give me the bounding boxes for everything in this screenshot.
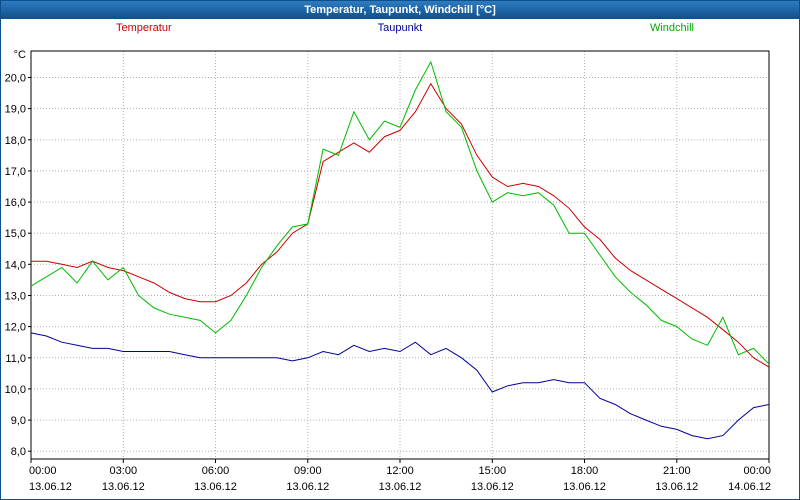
- svg-text:18:00: 18:00: [571, 465, 599, 477]
- svg-text:15,0: 15,0: [5, 228, 26, 240]
- svg-text:13.06.12: 13.06.12: [29, 481, 72, 493]
- chart-title-bar: Temperatur, Taupunkt, Windchill [°C]: [1, 1, 799, 19]
- legend-temperatur-label: Temperatur: [116, 22, 172, 34]
- svg-text:21:00: 21:00: [663, 465, 691, 477]
- svg-text:03:00: 03:00: [110, 465, 138, 477]
- svg-text:12,0: 12,0: [5, 322, 26, 334]
- svg-text:13.06.12: 13.06.12: [471, 481, 514, 493]
- svg-text:13.06.12: 13.06.12: [563, 481, 606, 493]
- svg-text:14,0: 14,0: [5, 259, 26, 271]
- svg-text:11,0: 11,0: [5, 353, 26, 365]
- svg-text:19,0: 19,0: [5, 104, 26, 116]
- legend-taupunkt-label: Taupunkt: [377, 22, 423, 34]
- legend-windchill-label: Windchill: [649, 22, 694, 34]
- svg-text:12:00: 12:00: [386, 465, 414, 477]
- svg-text:20,0: 20,0: [5, 73, 26, 85]
- chart-plot: 8,0 9,0 10,0 11,0 12,0 13,0 14,0 15,0 16,0 17,0 18…: [5, 49, 771, 493]
- svg-text:10,0: 10,0: [5, 384, 26, 396]
- svg-text:15:00: 15:00: [479, 465, 507, 477]
- svg-text:13.06.12: 13.06.12: [655, 481, 698, 493]
- svg-text:17,0: 17,0: [5, 166, 26, 178]
- svg-text:°C: °C: [14, 49, 26, 61]
- svg-text:18,0: 18,0: [5, 135, 26, 147]
- chart-legend: Temperatur Taupunkt Windchill: [1, 19, 799, 39]
- svg-text:14.06.12: 14.06.12: [728, 481, 771, 493]
- svg-text:9,0: 9,0: [11, 415, 26, 427]
- svg-text:00:00: 00:00: [29, 465, 57, 477]
- svg-text:13.06.12: 13.06.12: [286, 481, 329, 493]
- svg-text:13,0: 13,0: [5, 291, 26, 303]
- svg-text:09:00: 09:00: [294, 465, 322, 477]
- svg-text:13.06.12: 13.06.12: [102, 481, 145, 493]
- svg-text:13.06.12: 13.06.12: [194, 481, 237, 493]
- svg-text:16,0: 16,0: [5, 197, 26, 209]
- svg-text:00:00: 00:00: [743, 465, 771, 477]
- svg-text:06:00: 06:00: [202, 465, 230, 477]
- svg-text:8,0: 8,0: [11, 446, 26, 458]
- svg-text:13.06.12: 13.06.12: [379, 481, 422, 493]
